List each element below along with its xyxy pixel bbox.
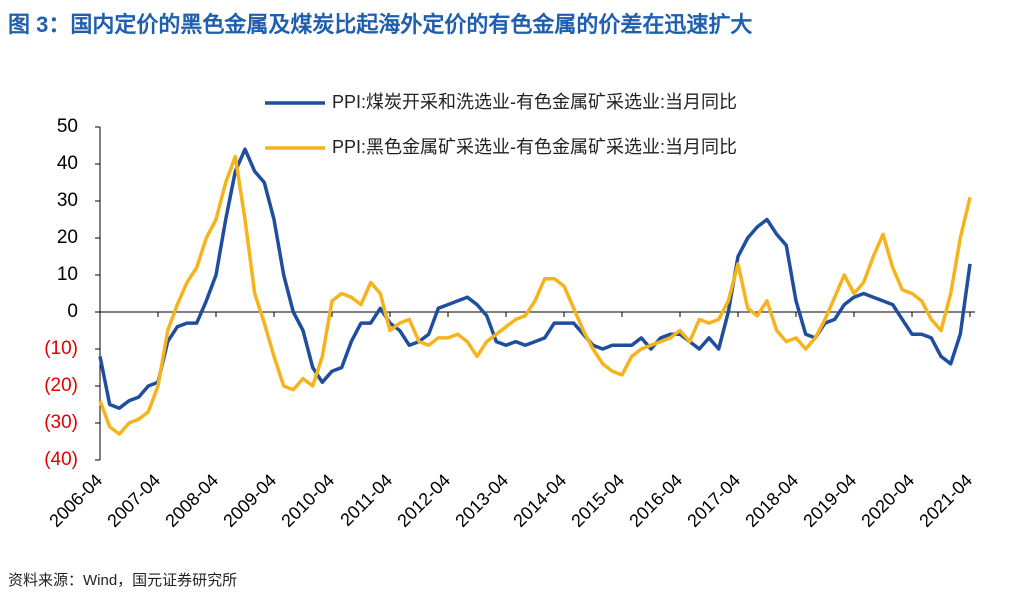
legend-label: PPI:煤炭开采和洗选业-有色金属矿采选业:当月同比 — [332, 92, 737, 112]
legend-label: PPI:黑色金属矿采选业-有色金属矿采选业:当月同比 — [332, 137, 737, 157]
x-tick-label: 2010-04 — [277, 470, 338, 531]
x-tick-label: 2008-04 — [161, 470, 222, 531]
y-tick-label: (20) — [44, 375, 78, 396]
x-tick-label: 2011-04 — [336, 470, 396, 530]
x-tick-label: 2012-04 — [393, 470, 454, 531]
x-tick-label: 2014-04 — [509, 470, 570, 531]
x-tick-label: 2006-04 — [45, 470, 106, 531]
y-tick-label: 10 — [57, 264, 78, 285]
y-tick-label: (10) — [44, 338, 78, 359]
y-tick-label: (30) — [44, 412, 78, 433]
x-tick-label: 2020-04 — [857, 470, 918, 531]
x-tick-label: 2021-04 — [915, 470, 976, 531]
x-tick-label: 2009-04 — [219, 470, 280, 531]
series-line — [98, 154, 972, 436]
y-tick-label: 0 — [67, 301, 78, 322]
x-tick-label: 2007-04 — [103, 470, 164, 531]
y-tick-label: (40) — [44, 449, 78, 470]
series-line — [98, 147, 972, 410]
source: 资料来源：Wind，国元证券研究所 — [8, 572, 237, 589]
y-tick-label: 50 — [57, 116, 78, 137]
x-tick-label: 2018-04 — [741, 470, 802, 531]
x-tick-label: 2019-04 — [799, 470, 860, 531]
y-tick-label: 20 — [57, 227, 78, 248]
x-tick-label: 2015-04 — [567, 470, 628, 531]
y-tick-label: 40 — [57, 153, 78, 174]
chart-title: 图 3：国内定价的黑色金属及煤炭比起海外定价的有色金属的价差在迅速扩大 — [8, 12, 752, 37]
x-tick-label: 2013-04 — [451, 470, 512, 531]
x-tick-label: 2016-04 — [625, 470, 686, 531]
y-tick-label: 30 — [57, 190, 78, 211]
x-tick-label: 2017-04 — [683, 470, 744, 531]
